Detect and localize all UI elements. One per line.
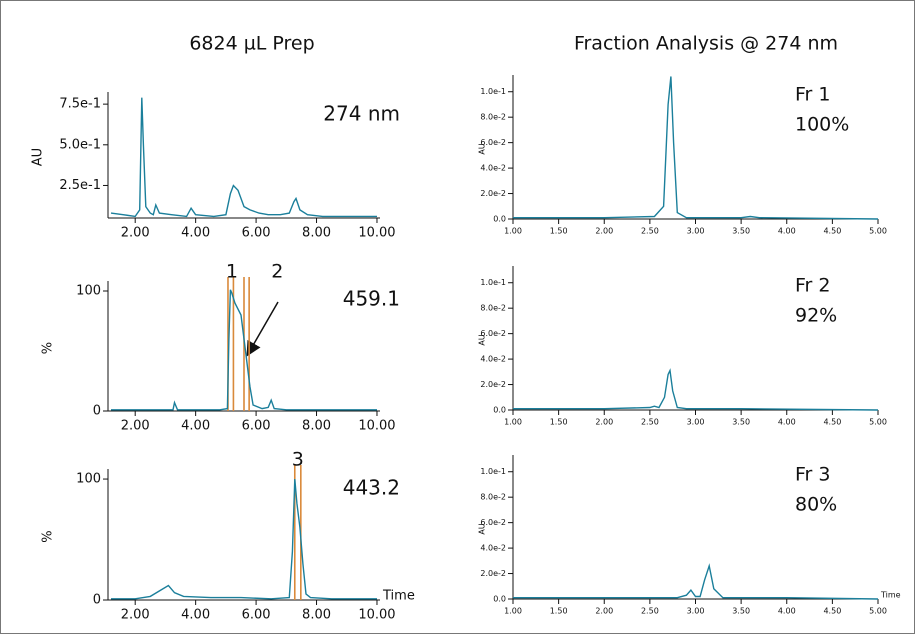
- panel-title: 443.2: [343, 476, 400, 500]
- x-tick-label: 5.00: [869, 417, 887, 426]
- x-tick-label: 4.50: [823, 417, 841, 426]
- trace: [513, 76, 879, 220]
- x-tick-label: 8.00: [302, 418, 331, 433]
- x-tick-label: 3.50: [732, 417, 750, 426]
- x-tick-label: 3.00: [687, 417, 705, 426]
- y-tick-label: 8.0e-2: [480, 493, 506, 502]
- y-tick-label: 4.0e-2: [480, 355, 506, 364]
- y-tick-label: 100: [76, 472, 101, 487]
- trace: [513, 563, 879, 600]
- y-tick-label: 100: [76, 284, 101, 299]
- x-tick-label: 4.00: [181, 607, 210, 622]
- x-tick-label: 1.00: [504, 417, 522, 426]
- trace: [111, 478, 377, 600]
- x-tick-label: 6.00: [242, 418, 271, 433]
- x-tick-label: 2.00: [121, 607, 150, 622]
- x-tick-label: 4.00: [778, 606, 796, 615]
- x-tick-label: 1.50: [550, 606, 568, 615]
- y-tick-label: 5.0e-1: [59, 137, 101, 152]
- annotation: 3: [292, 449, 304, 471]
- x-tick-label: 2.00: [595, 417, 613, 426]
- x-tick-label: 1.00: [504, 226, 522, 235]
- x-tick-label: 10.00: [358, 418, 395, 433]
- y-tick-label: 1.0e-1: [480, 87, 506, 96]
- x-tick-label: 6.00: [242, 607, 271, 622]
- annotation: 1: [226, 261, 238, 283]
- x-tick-label: 8.00: [302, 607, 331, 622]
- x-tick-label: 2.50: [641, 606, 659, 615]
- y-axis-label: %: [41, 530, 56, 542]
- x-tick-label: 3.50: [732, 226, 750, 235]
- y-axis-label: AU: [31, 148, 46, 166]
- x-tick-label: 6.00: [242, 225, 271, 240]
- column-title: Fraction Analysis @ 274 nm: [574, 33, 838, 55]
- y-tick-label: 7.5e-1: [59, 97, 101, 112]
- y-tick-label: 0.0: [493, 406, 506, 415]
- y-axis-label: AU: [478, 143, 487, 154]
- x-tick-label: 2.50: [641, 226, 659, 235]
- trace: [513, 368, 879, 411]
- y-tick-label: 2.5e-1: [59, 178, 101, 193]
- y-tick-label: 6.0e-2: [480, 138, 506, 147]
- x-tick-label: 4.00: [181, 418, 210, 433]
- x-tick-label: 4.00: [778, 226, 796, 235]
- x-tick-label: 3.00: [687, 606, 705, 615]
- y-tick-label: 4.0e-2: [480, 544, 506, 553]
- x-tick-label: 4.50: [823, 606, 841, 615]
- y-tick-label: 0.0: [493, 595, 506, 604]
- y-tick-label: 6.0e-2: [480, 329, 506, 338]
- annotation: 2: [271, 261, 283, 283]
- panel-subtitle: 80%: [795, 494, 837, 516]
- x-tick-label: 1.50: [550, 417, 568, 426]
- x-tick-label: 1.00: [504, 606, 522, 615]
- y-tick-label: 0.0: [493, 215, 506, 224]
- y-tick-label: 4.0e-2: [480, 164, 506, 173]
- y-tick-label: 1.0e-1: [480, 278, 506, 287]
- y-axis-label: AU: [478, 523, 487, 534]
- y-tick-label: 8.0e-2: [480, 113, 506, 122]
- x-tick-label: 2.00: [595, 226, 613, 235]
- x-tick-label: 8.00: [302, 225, 331, 240]
- x-axis-label: Time: [880, 591, 901, 600]
- panel-subtitle: 92%: [795, 305, 837, 327]
- x-tick-label: 4.00: [181, 225, 210, 240]
- x-tick-label: 10.00: [358, 607, 395, 622]
- panel-title: Fr 3: [795, 464, 831, 486]
- y-tick-label: 1.0e-1: [480, 467, 506, 476]
- x-tick-label: 3.00: [687, 226, 705, 235]
- x-tick-label: 2.00: [121, 418, 150, 433]
- x-tick-label: 2.00: [595, 606, 613, 615]
- y-tick-label: 2.0e-2: [480, 189, 506, 198]
- x-tick-label: 1.50: [550, 226, 568, 235]
- column-title: 6824 µL Prep: [189, 33, 314, 55]
- y-tick-label: 2.0e-2: [480, 569, 506, 578]
- x-tick-label: 4.50: [823, 226, 841, 235]
- x-tick-label: 2.50: [641, 417, 659, 426]
- arrow: [246, 301, 279, 357]
- y-tick-label: 2.0e-2: [480, 380, 506, 389]
- y-tick-label: 0: [93, 593, 101, 608]
- y-tick-label: 0: [93, 404, 101, 419]
- x-tick-label: 2.00: [121, 225, 150, 240]
- y-axis-label: AU: [478, 334, 487, 345]
- panel-title: Fr 1: [795, 84, 831, 106]
- y-tick-label: 8.0e-2: [480, 304, 506, 313]
- x-tick-label: 10.00: [358, 225, 395, 240]
- trace: [110, 97, 377, 218]
- panel-subtitle: 100%: [795, 114, 849, 136]
- x-tick-label: 5.00: [869, 606, 887, 615]
- y-tick-label: 6.0e-2: [480, 518, 506, 527]
- x-tick-label: 3.50: [732, 606, 750, 615]
- x-tick-label: 5.00: [869, 226, 887, 235]
- panel-title: 459.1: [343, 287, 400, 311]
- panel-title: 274 nm: [323, 102, 400, 126]
- trace: [111, 289, 377, 411]
- panel-title: Fr 2: [795, 275, 831, 297]
- x-tick-label: 4.00: [778, 417, 796, 426]
- x-axis-label: Time: [382, 589, 415, 604]
- y-axis-label: %: [41, 342, 56, 354]
